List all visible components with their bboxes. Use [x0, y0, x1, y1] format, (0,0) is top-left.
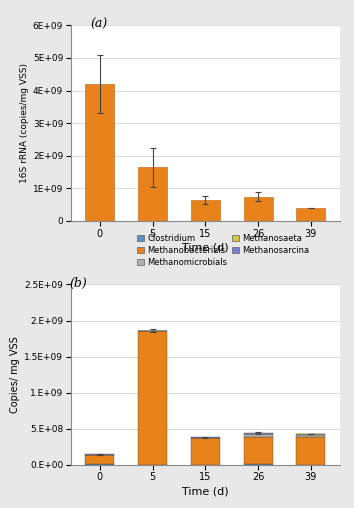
X-axis label: Time (d): Time (d) — [182, 243, 229, 253]
Bar — [244, 197, 273, 221]
Bar — [296, 435, 325, 437]
Text: (b): (b) — [69, 277, 87, 290]
Bar — [296, 437, 325, 465]
Text: (a): (a) — [91, 18, 108, 31]
Bar — [85, 84, 114, 221]
Bar — [85, 455, 114, 464]
Bar — [138, 167, 167, 221]
Bar — [296, 208, 325, 221]
Y-axis label: 16S rRNA (copies/mg VSS): 16S rRNA (copies/mg VSS) — [19, 63, 29, 183]
Bar — [244, 434, 273, 437]
Bar — [244, 437, 273, 464]
Y-axis label: Copies/ mg VSS: Copies/ mg VSS — [10, 336, 20, 413]
Legend: Clostridium, Methanobacterials, Methanomicrobials, Methanosaeta, Methanosarcina: Clostridium, Methanobacterials, Methanom… — [137, 234, 309, 267]
Bar — [191, 200, 220, 221]
Bar — [191, 438, 220, 465]
Bar — [138, 331, 167, 465]
X-axis label: Time (d): Time (d) — [182, 487, 229, 497]
